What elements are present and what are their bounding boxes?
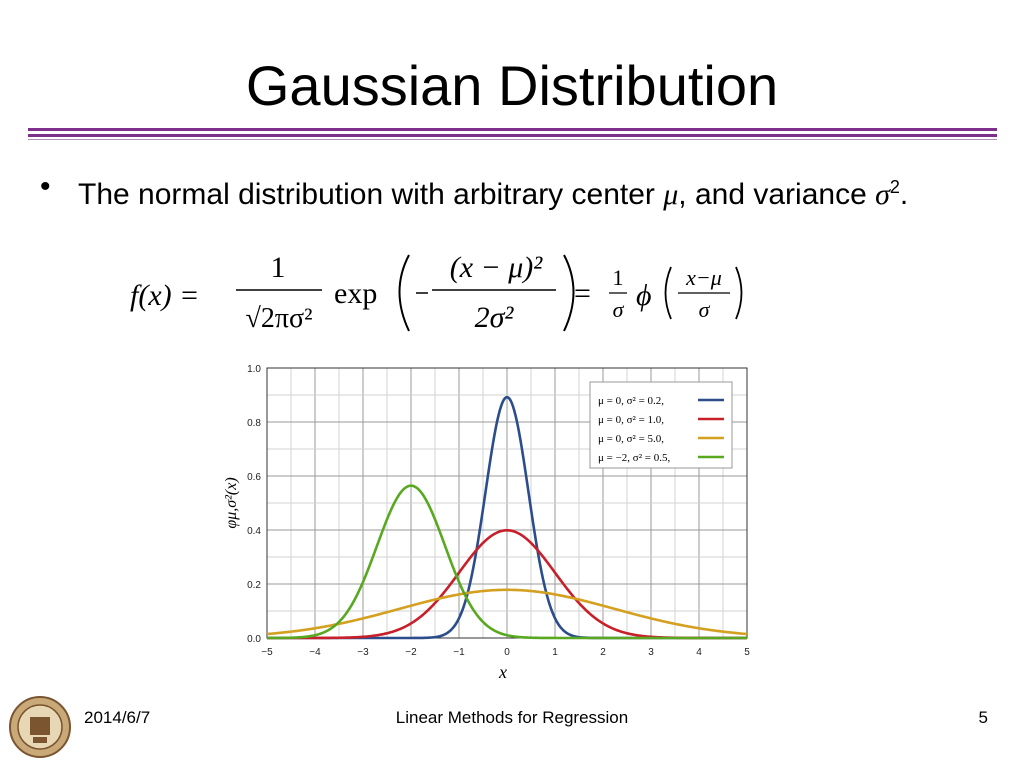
x-tick-label: 2	[600, 647, 606, 658]
formula-equals: =	[574, 277, 591, 310]
formula-phi-num: x−μ	[685, 265, 722, 290]
y-tick-label: 0.0	[247, 634, 261, 645]
y-tick-label: 0.2	[247, 580, 261, 591]
chart-curves	[266, 395, 748, 640]
gaussian-pdf-chart: −5 −4 −3 −2 −1 0 1 2 3 4 5 0.0 0.2 0.4 0.6 0.8 1.0 μ = 0…	[214, 360, 750, 686]
slide-title: Gaussian Distribution	[245, 54, 779, 117]
formula-exp: exp	[334, 277, 377, 310]
y-tick-label: 0.6	[247, 472, 261, 483]
formula-frac1-den: √2πσ²	[246, 303, 313, 334]
series-line	[267, 484, 747, 640]
x-tick-label: −5	[261, 647, 273, 658]
x-axis-label: x	[498, 662, 507, 682]
legend-entry-label: μ = 0, σ² = 1.0,	[598, 414, 664, 426]
formula-phi-right-paren	[735, 266, 743, 320]
y-tick-label: 1.0	[247, 364, 261, 375]
plot-frame	[266, 367, 748, 639]
title-divider-top	[28, 128, 997, 131]
bullet-exponent: 2	[889, 177, 900, 197]
formula-phi-left-paren	[664, 266, 672, 320]
x-tick-label: −1	[453, 647, 465, 658]
title-divider-middle	[28, 134, 997, 137]
formula-inner-den: 2σ²	[475, 301, 515, 334]
formula-phi: ϕ	[636, 279, 652, 312]
legend-entry-label: μ = 0, σ² = 0.2,	[598, 395, 664, 407]
bullet-text-before: The normal distribution with arbitrary c…	[78, 178, 664, 211]
x-tick-label: 0	[504, 647, 510, 658]
chart-ticks: −5 −4 −3 −2 −1 0 1 2 3 4 5 0.0 0.2 0.4 0.6 0.8 1.0	[247, 364, 750, 658]
x-tick-label: 3	[648, 647, 654, 658]
series-line	[266, 588, 748, 636]
legend-box	[589, 381, 733, 469]
bullet-sigma-symbol: σ	[875, 178, 890, 211]
formula-right-paren	[563, 254, 575, 332]
x-tick-label: 1	[552, 647, 558, 658]
formula-frac2-den: σ	[613, 297, 625, 322]
x-tick-label: −2	[405, 647, 417, 658]
university-seal	[9, 696, 71, 758]
x-tick-label: −4	[309, 647, 321, 658]
y-tick-label: 0.8	[247, 418, 261, 429]
bullet-mu-symbol: μ	[663, 178, 679, 211]
legend-entry-label: μ = −2, σ² = 0.5,	[598, 452, 670, 464]
formula-inner-num: (x − μ)²	[450, 251, 544, 284]
legend-entry-label: μ = 0, σ² = 5.0,	[598, 433, 664, 445]
formula-left-paren	[398, 254, 410, 332]
x-tick-label: 4	[696, 647, 702, 658]
page-number: 5	[978, 708, 988, 727]
bullet-text-middle: , and variance	[678, 178, 876, 211]
bullet-body: The normal distribution with arbitrary c…	[78, 166, 1008, 216]
x-tick-label: 5	[744, 647, 750, 658]
formula-lhs: f(x) =	[130, 279, 199, 312]
footer-date: 2014/6/7	[84, 708, 151, 727]
x-tick-label: −3	[357, 647, 369, 658]
footer-title: Linear Methods for Regression	[395, 708, 629, 727]
formula-frac1-num: 1	[271, 251, 286, 284]
bullet-marker: •	[40, 170, 51, 203]
chart-legend: μ = 0, σ² = 0.2, μ = 0, σ² = 1.0, μ = 0, σ…	[589, 381, 733, 469]
y-axis-label: φμ,σ²(x)	[223, 477, 240, 528]
formula-phi-den: σ	[699, 297, 711, 322]
y-tick-label: 0.4	[247, 526, 261, 537]
bullet-text-after: .	[899, 178, 909, 211]
gaussian-formula: f(x) = 1 √2πσ² exp (x − μ)² 2σ² = 1 σ ϕ …	[130, 251, 743, 334]
title-divider-bottom	[28, 139, 997, 140]
formula-frac2-num: 1	[613, 265, 624, 290]
